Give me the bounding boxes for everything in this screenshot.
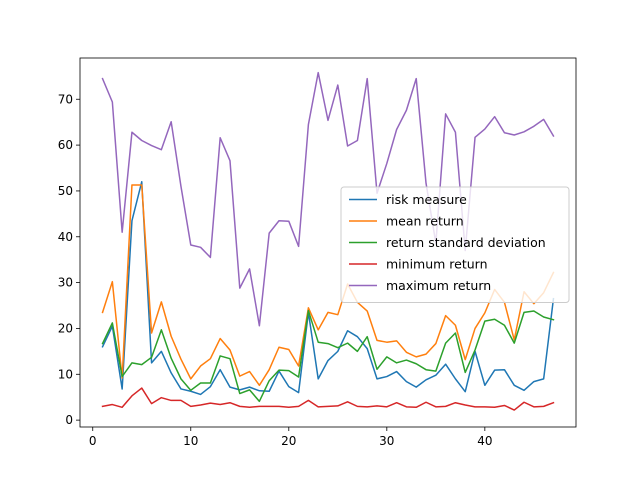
legend-box (340, 186, 570, 303)
legend: risk measure mean return return standard d… (340, 186, 570, 303)
axes-frame (79, 57, 577, 428)
legend-label: risk measure (386, 192, 467, 207)
series-line-minimum-return (101, 387, 555, 411)
legend-label: mean return (386, 214, 464, 229)
series-line-maximum-return (101, 71, 555, 327)
x-tick-label: 0 (89, 434, 97, 448)
y-tick-label: 20 (58, 321, 73, 335)
series-line-risk-measure (101, 181, 555, 396)
y-tick-label: 40 (58, 230, 73, 244)
legend-label: maximum return (386, 278, 491, 293)
y-tick-label: 10 (58, 367, 73, 381)
legend-label: minimum return (386, 257, 488, 272)
y-tick-label: 0 (65, 413, 73, 427)
series-layer (101, 71, 555, 411)
x-axis: 0 10 20 30 40 (89, 427, 492, 448)
y-axis: 0 10 20 30 40 50 60 70 (58, 92, 80, 427)
y-tick-label: 60 (58, 138, 73, 152)
x-tick-label: 10 (183, 434, 198, 448)
legend-label: return standard deviation (386, 235, 546, 250)
x-tick-label: 40 (477, 434, 492, 448)
y-tick-label: 50 (58, 184, 73, 198)
x-tick-label: 30 (379, 434, 394, 448)
y-tick-label: 70 (58, 92, 73, 106)
y-tick-label: 30 (58, 276, 73, 290)
series-line-mean-return (101, 184, 555, 387)
series-line-return-standard-deviation (101, 309, 555, 403)
x-tick-label: 20 (281, 434, 296, 448)
